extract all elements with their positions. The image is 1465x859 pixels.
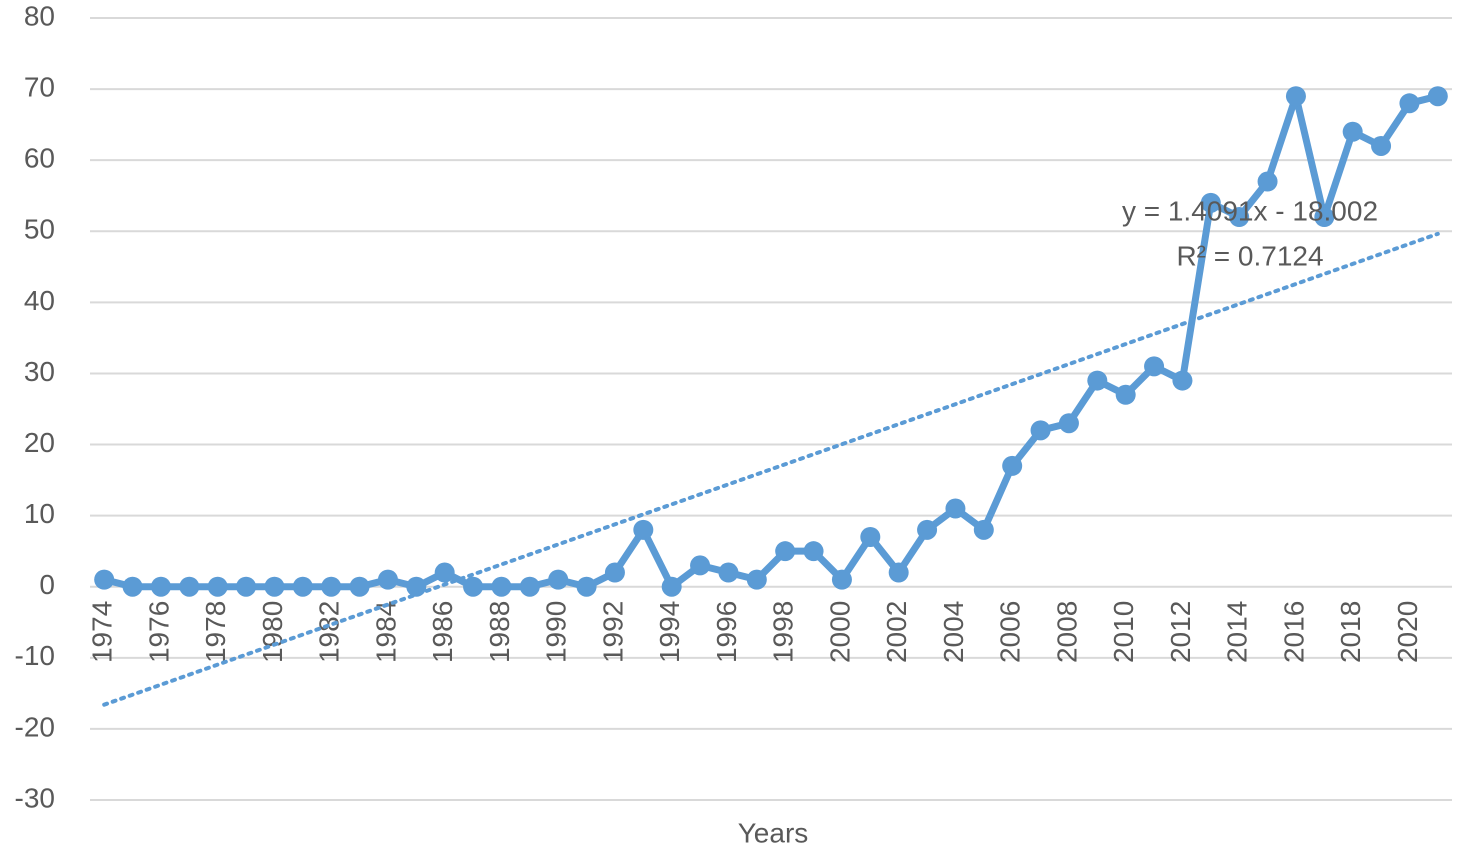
y-tick-label: 0	[39, 569, 55, 600]
trendline	[102, 231, 1440, 707]
x-tick-label: 2008	[1051, 601, 1082, 663]
data-point	[94, 569, 115, 590]
x-tick-label: 1988	[484, 601, 515, 663]
x-tick-label: 2014	[1222, 601, 1253, 663]
x-tick-label: 1990	[541, 601, 572, 663]
data-point	[633, 519, 654, 540]
y-tick-label: -30	[15, 782, 55, 813]
data-point	[349, 576, 370, 597]
data-point	[548, 569, 569, 590]
data-point	[179, 576, 200, 597]
data-point	[1200, 192, 1221, 213]
data-point	[803, 541, 824, 562]
data-point	[1229, 207, 1250, 228]
y-tick-label: 30	[24, 356, 55, 387]
x-tick-label: 1982	[314, 601, 345, 663]
data-point	[746, 569, 767, 590]
x-tick-label: 1986	[427, 601, 458, 663]
data-point	[236, 576, 257, 597]
data-point	[917, 519, 938, 540]
y-tick-label: 80	[24, 0, 55, 31]
data-point	[1115, 384, 1136, 405]
data-point	[1371, 135, 1392, 156]
data-point	[1427, 86, 1448, 107]
y-tick-label: -20	[15, 711, 55, 742]
data-point	[945, 498, 966, 519]
x-tick-label: 2006	[995, 601, 1026, 663]
trendline-r-squared: R² = 0.7124	[1176, 240, 1323, 271]
x-tick-label: 2000	[824, 601, 855, 663]
data-point	[491, 576, 512, 597]
data-point	[1314, 207, 1335, 228]
data-point	[1087, 370, 1108, 391]
data-line	[103, 92, 1439, 591]
data-point	[463, 576, 484, 597]
data-point	[775, 541, 796, 562]
data-point	[1058, 413, 1079, 434]
x-tick-label: 2002	[881, 601, 912, 663]
x-tick-label: 1998	[768, 601, 799, 663]
data-point	[377, 569, 398, 590]
data-point	[831, 569, 852, 590]
data-point	[1399, 93, 1420, 114]
data-point	[122, 576, 143, 597]
y-tick-label: 60	[24, 143, 55, 174]
x-tick-label: 1994	[654, 601, 685, 663]
data-point	[207, 576, 228, 597]
data-point	[150, 576, 171, 597]
x-tick-label: 1976	[143, 601, 174, 663]
data-point	[1257, 171, 1278, 192]
data-point	[1144, 356, 1165, 377]
x-tick-label: 2004	[938, 601, 969, 663]
data-point	[292, 576, 313, 597]
x-tick-label: 2018	[1335, 601, 1366, 663]
x-tick-label: 2010	[1108, 601, 1139, 663]
x-tick-label: 1974	[87, 601, 118, 663]
x-tick-label: 1978	[200, 601, 231, 663]
x-tick-label: 2012	[1165, 601, 1196, 663]
x-axis-title: Years	[738, 817, 809, 848]
x-tick-label: 1996	[711, 601, 742, 663]
data-point	[661, 576, 682, 597]
y-tick-label: 20	[24, 427, 55, 458]
trendline-equation: y = 1.4091x - 18.002	[1122, 195, 1378, 226]
data-point	[888, 562, 909, 583]
data-point	[860, 526, 881, 547]
data-point	[604, 562, 625, 583]
x-tick-label: 2016	[1278, 601, 1309, 663]
data-point	[1002, 455, 1023, 476]
data-point	[576, 576, 597, 597]
data-point	[690, 555, 711, 576]
y-tick-label: 10	[24, 498, 55, 529]
x-tick-label: 2020	[1392, 601, 1423, 663]
y-tick-label: 40	[24, 285, 55, 316]
data-point	[1172, 370, 1193, 391]
data-point	[519, 576, 540, 597]
y-tick-label: -10	[15, 640, 55, 671]
data-point	[718, 562, 739, 583]
data-point	[1285, 86, 1306, 107]
x-tick-label: 1992	[597, 601, 628, 663]
data-point	[973, 519, 994, 540]
y-tick-label: 50	[24, 214, 55, 245]
data-point	[434, 562, 455, 583]
data-point	[264, 576, 285, 597]
x-tick-label: 1984	[370, 601, 401, 663]
data-point	[1342, 121, 1363, 142]
y-tick-label: 70	[24, 71, 55, 102]
data-point	[1030, 420, 1051, 441]
data-point	[321, 576, 342, 597]
x-tick-label: 1980	[257, 601, 288, 663]
